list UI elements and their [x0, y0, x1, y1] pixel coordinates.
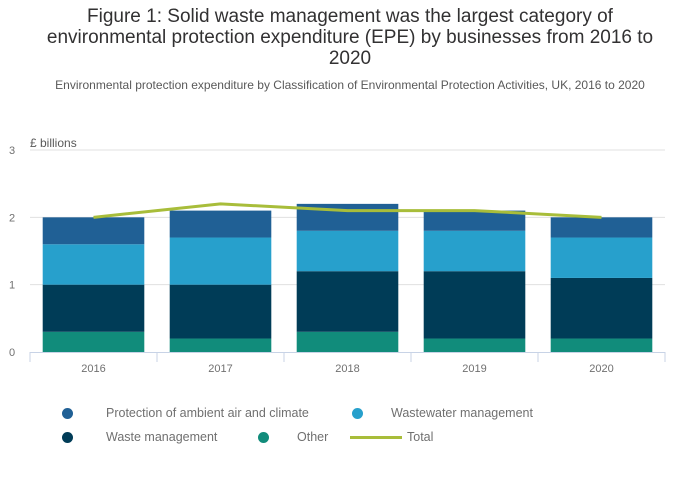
y-axis-label: £ billions [30, 136, 77, 150]
legend-label-waste: Waste management [106, 430, 218, 444]
bar-segment-protection-of-ambient-air-and-climate-2019[interactable] [423, 210, 526, 231]
y-tick-label: 3 [9, 145, 15, 157]
bar-segment-other-2017[interactable] [169, 338, 272, 352]
legend-label-air: Protection of ambient air and climate [106, 406, 309, 420]
chart-title: Figure 1: Solid waste management was the… [0, 6, 700, 69]
y-tick-label: 0 [9, 347, 15, 359]
x-tick-label: 2016 [81, 363, 105, 375]
y-tick-label: 2 [9, 212, 15, 224]
legend-label-total: Total [407, 430, 434, 444]
legend-dot-air-icon [62, 407, 73, 419]
y-axis-ticks: 0 1 2 3 [9, 145, 15, 359]
bar-segment-wastewater-management-2019[interactable] [423, 230, 526, 272]
legend-item-waste[interactable]: Waste management [62, 430, 217, 444]
legend-dot-waste-icon [62, 431, 73, 443]
chart-title-line-1: Figure 1: Solid waste management was the… [87, 6, 613, 27]
legend-item-total[interactable]: Total [350, 430, 433, 444]
bar-segment-protection-of-ambient-air-and-climate-2020[interactable] [550, 217, 653, 238]
chart-title-line-2: environmental protection expenditure (EP… [46, 27, 654, 48]
legend-item-wastewater[interactable]: Wastewater management [352, 406, 533, 420]
bar-segment-other-2019[interactable] [423, 338, 526, 352]
x-tick-label: 2018 [335, 363, 359, 375]
bar-segment-other-2016[interactable] [42, 331, 145, 352]
chart-subtitle: Environmental protection expenditure by … [55, 78, 645, 92]
bar-segment-waste-management-2020[interactable] [550, 277, 653, 339]
legend-line-total-icon [350, 435, 402, 439]
legend-label-other: Other [297, 430, 329, 444]
legend-dot-wastewater-icon [352, 407, 363, 419]
bar-segment-waste-management-2018[interactable] [296, 271, 399, 332]
bar-segment-wastewater-management-2020[interactable] [550, 237, 653, 278]
bar-segment-protection-of-ambient-air-and-climate-2016[interactable] [42, 217, 145, 245]
y-tick-label: 1 [9, 280, 15, 292]
chart-plot: £ billions 0 1 2 3 2016 2017 2018 2019 2020 [9, 136, 666, 375]
bar-segment-wastewater-management-2018[interactable] [296, 230, 399, 272]
legend-label-wastewater: Wastewater management [391, 406, 533, 420]
legend-item-other[interactable]: Other [258, 430, 328, 444]
bar-segment-other-2018[interactable] [296, 331, 399, 352]
x-axis: 2016 2017 2018 2019 2020 [29, 352, 666, 375]
bar-segment-other-2020[interactable] [550, 338, 653, 352]
bar-segment-waste-management-2019[interactable] [423, 271, 526, 339]
bar-segment-wastewater-management-2016[interactable] [42, 244, 145, 285]
x-tick-label: 2017 [208, 363, 232, 375]
legend-item-air[interactable]: Protection of ambient air and climate [62, 406, 309, 420]
legend-dot-other-icon [258, 431, 269, 443]
bar-segment-waste-management-2016[interactable] [42, 284, 145, 332]
x-tick-label: 2020 [589, 363, 613, 375]
bar-segment-wastewater-management-2017[interactable] [169, 237, 272, 285]
total-line [93, 202, 602, 219]
x-tick-label: 2019 [462, 363, 486, 375]
bar-segment-waste-management-2017[interactable] [169, 284, 272, 339]
chart-title-line-3: 2020 [328, 48, 372, 69]
bar-segment-protection-of-ambient-air-and-climate-2017[interactable] [169, 210, 272, 238]
bars [42, 203, 653, 352]
